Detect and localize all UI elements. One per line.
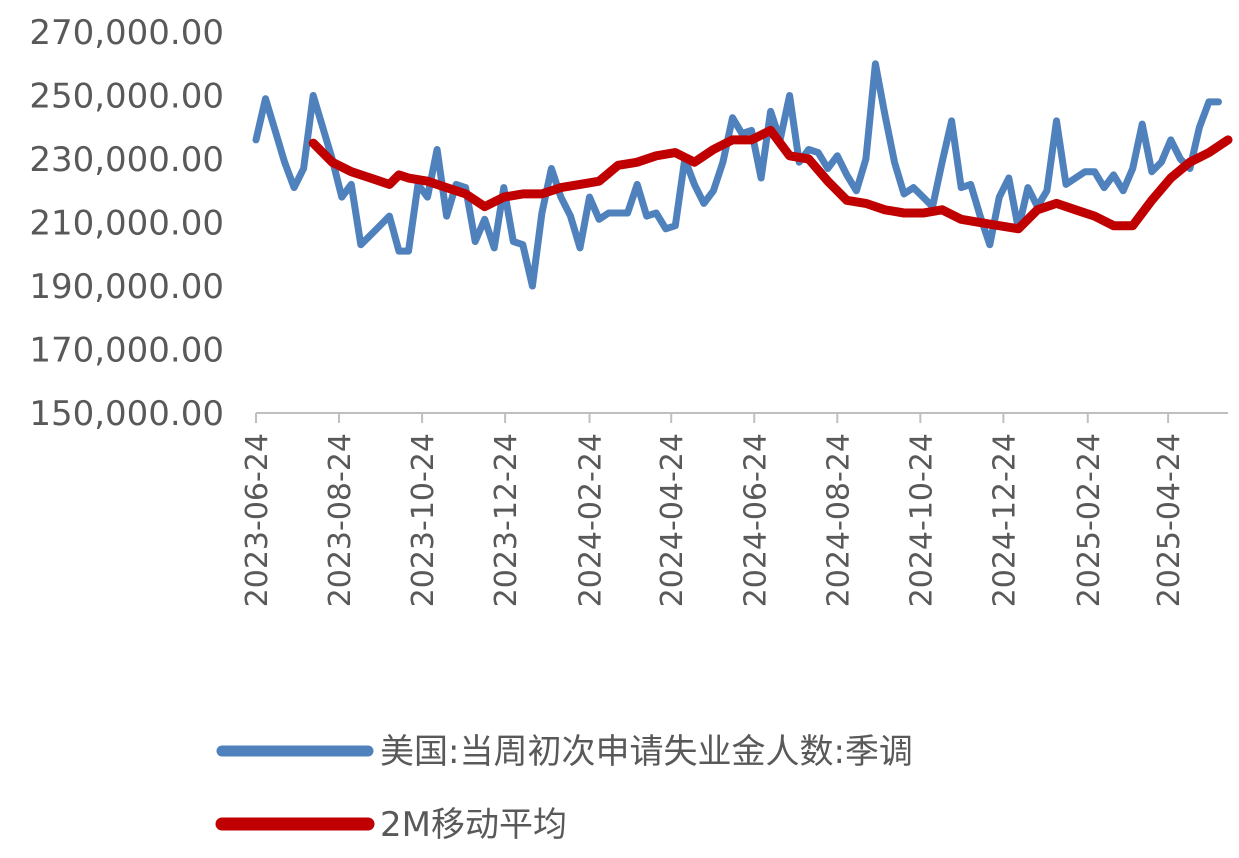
y-tick-label: 270,000.00 <box>29 13 224 53</box>
series-line-moving-average <box>308 125 1233 234</box>
y-tick-label: 250,000.00 <box>29 77 224 117</box>
x-tick-label: 2023-10-24 <box>406 433 441 607</box>
legend: 美国:当周初次申请失业金人数:季调 2M移动平均 <box>215 732 913 845</box>
x-tick-label: 2025-04-24 <box>1152 433 1187 607</box>
legend-label: 美国:当周初次申请失业金人数:季调 <box>380 732 913 772</box>
x-tick-label: 2024-04-24 <box>655 433 690 607</box>
x-tick-label: 2024-10-24 <box>904 433 939 607</box>
y-tick-label: 230,000.00 <box>29 140 224 180</box>
x-tick-label: 2025-02-24 <box>1072 433 1107 607</box>
y-axis-tick-labels: 270,000.00 250,000.00 230,000.00 210,000.00… <box>29 13 224 434</box>
x-tick-label: 2024-02-24 <box>574 433 609 607</box>
series-line-jobless-claims <box>252 60 1222 290</box>
y-tick-label: 190,000.00 <box>29 267 224 307</box>
plot-series <box>252 60 1233 290</box>
x-tick-label: 2023-08-24 <box>323 433 358 607</box>
x-tick-label: 2024-12-24 <box>987 433 1022 607</box>
y-tick-label: 210,000.00 <box>29 204 224 244</box>
y-tick-label: 170,000.00 <box>29 331 224 371</box>
x-tick-label: 2024-08-24 <box>821 433 856 607</box>
x-tick-label: 2023-12-24 <box>489 433 524 607</box>
y-tick-label: 150,000.00 <box>29 394 224 434</box>
x-tick-label: 2023-06-24 <box>240 433 275 607</box>
x-axis-ticks: 2023-06-24 2023-08-24 2023-10-24 2023-12-24… <box>240 413 1187 607</box>
x-tick-label: 2024-06-24 <box>738 433 773 607</box>
legend-label: 2M移动平均 <box>380 805 567 845</box>
